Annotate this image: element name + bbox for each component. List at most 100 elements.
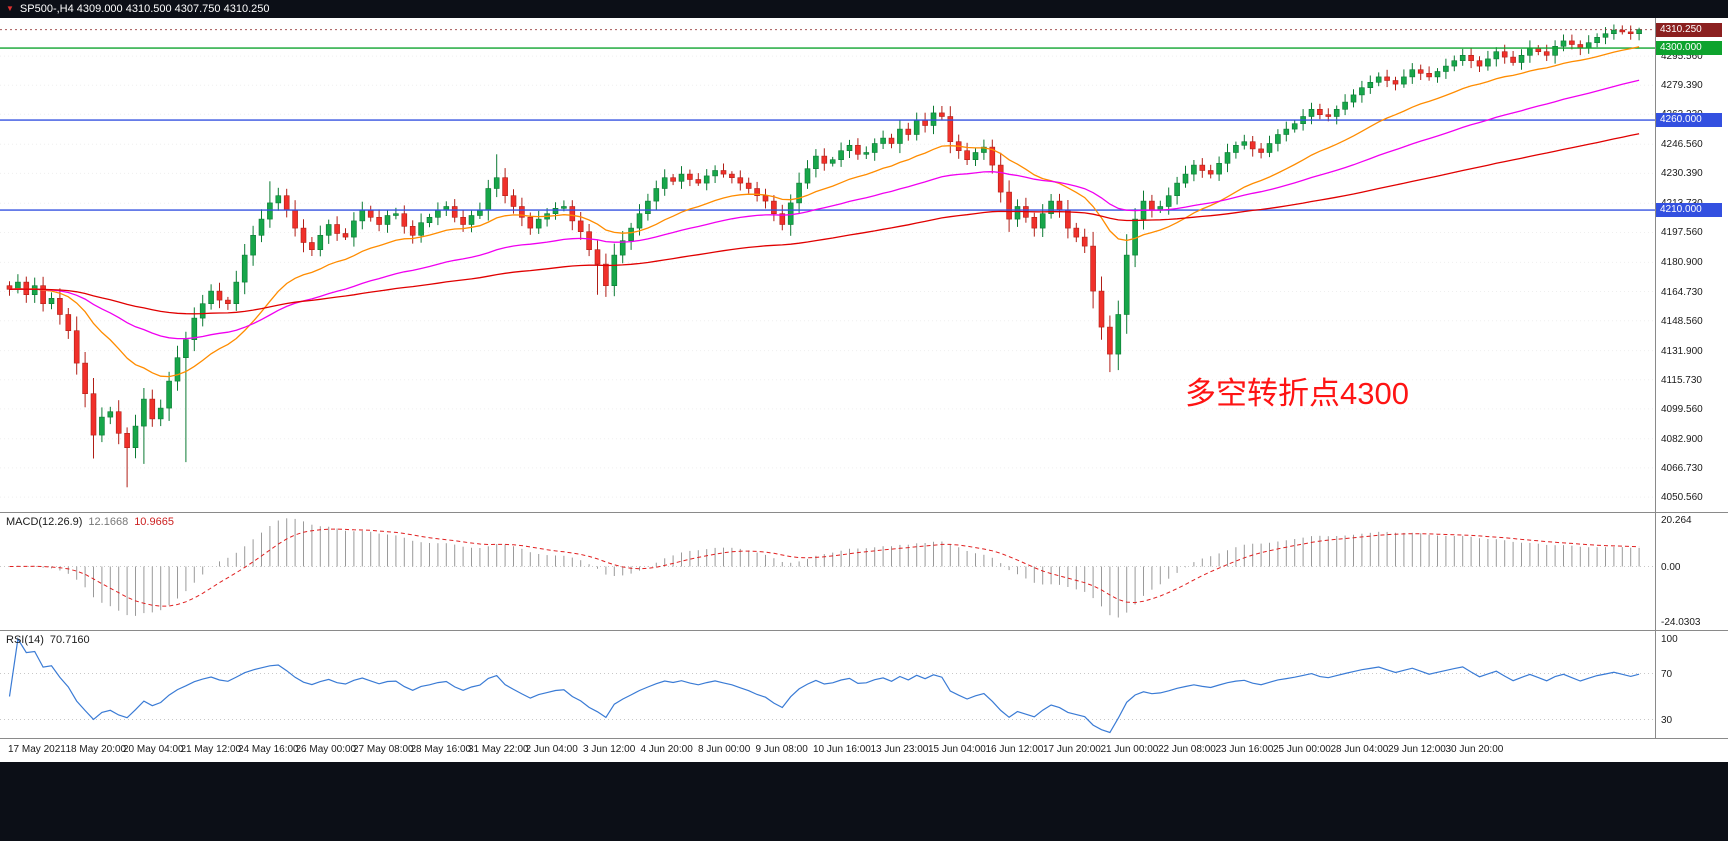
- candle-body: [1384, 76, 1390, 81]
- candle: [1510, 51, 1516, 66]
- candle: [1233, 141, 1239, 159]
- price-chart-panel[interactable]: 多空转折点4300 4295.5604279.3904263.2304246.5…: [0, 18, 1728, 512]
- candle: [1585, 35, 1592, 54]
- candle-body: [981, 146, 987, 153]
- candle: [351, 212, 357, 247]
- candle-body: [1165, 195, 1172, 207]
- price-axis-label: 4148.560: [1661, 315, 1703, 327]
- candle-body: [191, 317, 198, 341]
- candle: [65, 308, 72, 339]
- candle-body: [1065, 209, 1071, 229]
- candle-body: [552, 208, 559, 215]
- candle-body: [1266, 143, 1273, 153]
- candle-body: [1291, 123, 1298, 130]
- candle-body: [141, 398, 147, 427]
- candle: [233, 270, 240, 311]
- candle-body: [292, 209, 298, 229]
- candle: [132, 414, 139, 459]
- candle-body: [1426, 72, 1432, 78]
- candle-body: [23, 281, 30, 296]
- candle-body: [1241, 141, 1248, 146]
- candle-body: [1098, 290, 1105, 328]
- candle: [426, 213, 433, 228]
- candle: [502, 168, 508, 204]
- macd-plot[interactable]: [0, 513, 1655, 630]
- candle-body: [871, 143, 878, 153]
- candle-body: [577, 220, 584, 232]
- rsi-panel[interactable]: RSI(14) 70.7160 100 70 30: [0, 630, 1728, 738]
- candle-body: [603, 263, 609, 287]
- time-axis-label: 27 May 08:00: [353, 744, 414, 755]
- candle-body: [796, 182, 802, 204]
- candle-body: [569, 206, 576, 222]
- candle-body: [1627, 31, 1634, 34]
- candle-body: [107, 411, 114, 418]
- candle: [1065, 200, 1071, 239]
- candle-body: [1283, 128, 1290, 135]
- candle-body: [880, 137, 886, 144]
- candle-body: [1333, 109, 1340, 117]
- candle-body: [1510, 56, 1516, 63]
- candle: [661, 169, 668, 196]
- candle: [1291, 119, 1298, 133]
- candle-body: [124, 432, 130, 448]
- candle-body: [1149, 200, 1155, 211]
- candle: [1636, 27, 1642, 41]
- time-axis-label: 15 Jun 04:00: [928, 744, 986, 755]
- candle: [1527, 40, 1533, 63]
- hline-price-badge: 4260.000: [1656, 113, 1722, 128]
- candle: [1627, 25, 1634, 40]
- candle: [880, 130, 886, 149]
- candle: [90, 378, 97, 459]
- candle: [1073, 222, 1080, 243]
- candle-body: [334, 224, 340, 234]
- candle: [603, 253, 609, 297]
- candle-body: [1073, 227, 1080, 238]
- macd-axis-label: 20.264: [1661, 514, 1692, 526]
- candle-body: [905, 128, 912, 135]
- candle: [241, 244, 248, 295]
- candle: [737, 170, 744, 191]
- candle: [695, 173, 702, 186]
- time-axis-label: 8 Jun 00:00: [698, 744, 751, 755]
- time-axis-label: 23 Jun 16:00: [1215, 744, 1274, 755]
- candle-body: [813, 155, 819, 170]
- candle: [1594, 33, 1600, 48]
- candle-body: [964, 150, 970, 160]
- macd-panel[interactable]: MACD(12.26.9) 12.1668 10.9665 20.264 0.00 -2…: [0, 512, 1728, 630]
- candle: [1014, 199, 1021, 227]
- candlestick-chart[interactable]: [0, 18, 1655, 512]
- candle: [804, 160, 811, 189]
- candle: [267, 181, 273, 228]
- candle-body: [762, 195, 769, 202]
- candle-body: [1501, 51, 1508, 58]
- candle-body: [325, 224, 332, 236]
- candle: [199, 294, 206, 327]
- candle: [1443, 58, 1449, 79]
- candle-body: [619, 240, 626, 256]
- time-axis[interactable]: 17 May 2021 18 May 20:00 20 May 04:00 21 Ma…: [0, 738, 1728, 762]
- candle-body: [510, 195, 517, 207]
- candle-body: [342, 233, 349, 238]
- candle-body: [451, 206, 458, 218]
- candle-body: [1031, 217, 1038, 229]
- titlebar-quote: SP500-,H4 4309.000 4310.500 4307.750 431…: [19, 3, 270, 15]
- rsi-plot[interactable]: [0, 631, 1655, 738]
- time-axis-label: 30 Jun 20:00: [1445, 744, 1504, 755]
- candle: [1611, 24, 1617, 40]
- candle: [418, 213, 424, 243]
- rsi-axis-label: 100: [1661, 634, 1678, 645]
- candle: [594, 240, 601, 295]
- candle: [972, 147, 979, 166]
- candle: [468, 210, 475, 233]
- candle-body: [1182, 173, 1189, 184]
- price-axis-label: 4295.560: [1661, 51, 1703, 63]
- candle-body: [393, 213, 399, 216]
- price-axis-label: 4066.730: [1661, 462, 1703, 474]
- candle: [619, 231, 626, 264]
- candle-body: [401, 213, 408, 227]
- candle: [586, 224, 592, 257]
- candle-body: [855, 145, 861, 155]
- candle-body: [409, 226, 416, 236]
- candle-body: [745, 182, 752, 189]
